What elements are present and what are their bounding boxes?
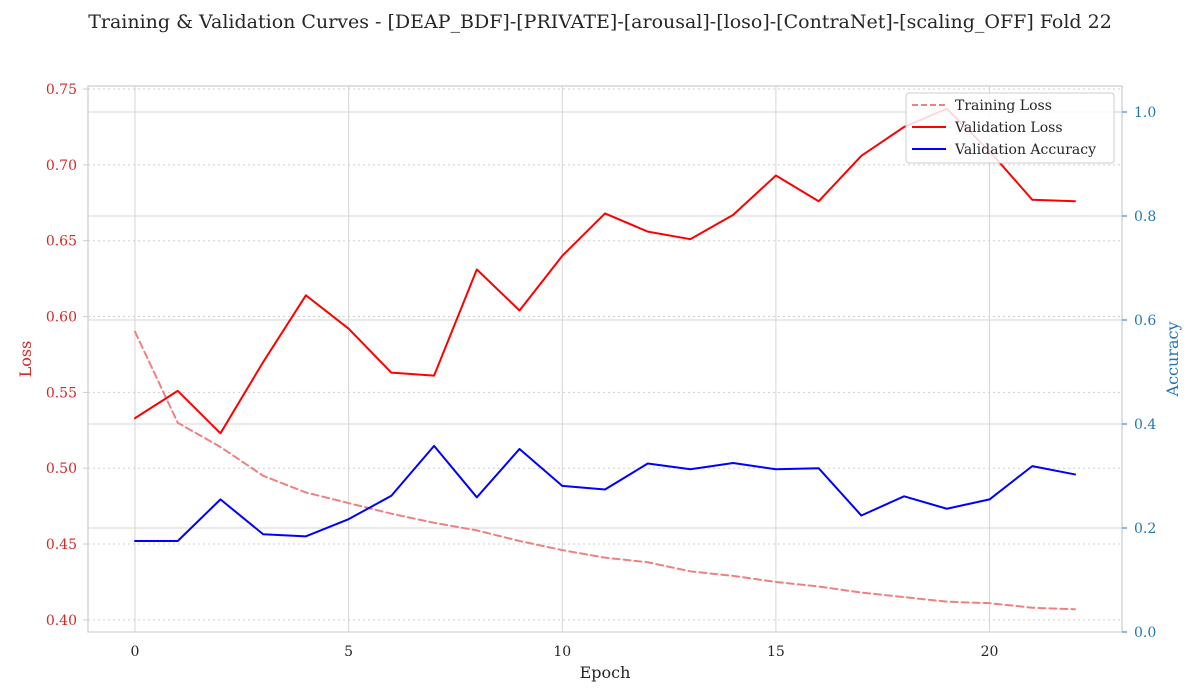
y-left-tick-label: 0.75 [46,82,77,98]
y-right-tick-label: 0.8 [1134,209,1156,225]
x-tick-label: 5 [344,644,353,660]
y-left-tick-label: 0.45 [46,537,77,553]
legend-label-validation-accuracy: Validation Accuracy [954,142,1096,158]
y-right-tick-label: 0.0 [1134,625,1156,641]
y-right-tick-label: 1.0 [1134,105,1156,121]
x-tick-label: 15 [767,644,785,660]
y-left-tick-label: 0.65 [46,234,77,250]
legend-box [905,92,1115,164]
x-tick-label: 0 [131,644,140,660]
x-tick-label: 10 [553,644,571,660]
y-right-tick-label: 0.6 [1134,313,1156,329]
x-axis-label: Epoch [580,663,631,682]
x-tick-label: 20 [981,644,999,660]
legend-label-training-loss: Training Loss [955,98,1052,114]
series-line-training-loss [134,330,1076,611]
y-axis-right-label: Accuracy [1163,322,1182,398]
y-right-tick-label: 0.2 [1134,521,1156,537]
plot-area [87,85,1123,633]
y-right-tick-label: 0.4 [1134,417,1156,433]
legend: Training Loss Validation Loss Validation… [905,92,1115,164]
legend-label-validation-loss: Validation Loss [954,120,1063,136]
y-left-tick-label: 0.40 [46,613,77,629]
y-left-tick-label: 0.50 [46,461,77,477]
grid-layer [88,86,1122,633]
y-left-tick-label: 0.70 [46,158,77,174]
y-axis-left-label: Loss [16,341,35,378]
y-left-tick-label: 0.60 [46,310,77,326]
chart-title: Training & Validation Curves - [DEAP_BDF… [88,11,1112,33]
ticks-layer: 0 5 10 15 20 0.40 0.45 0.50 0.55 0.60 0.65 0.70 0.75… [46,82,1157,660]
y-left-tick-label: 0.55 [46,385,77,401]
series-line-validation-accuracy [134,444,1076,542]
